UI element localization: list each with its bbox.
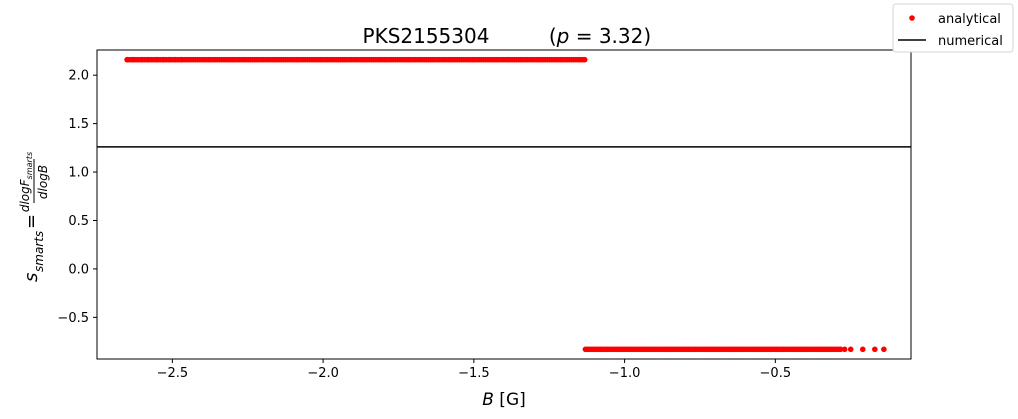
legend-label-numerical: numerical [938, 34, 1003, 49]
analytical-point [847, 346, 854, 353]
y-tick-label: 0.0 [68, 262, 89, 277]
x-axis-ticks: −2.5 −2.0 −1.5 −1.0 −0.5 [157, 359, 792, 381]
y-tick-label: −0.5 [57, 311, 89, 326]
x-tick-label: −2.0 [307, 366, 339, 381]
y-tick-label: 2.0 [68, 69, 89, 84]
plot-area: −2.5 −2.0 −1.5 −1.0 −0.5 −0.5 0.0 0.5 1.0 1.5 2.0 [57, 49, 912, 381]
y-tick-label: 1.0 [68, 166, 89, 181]
title-name: PKS2155304 [363, 24, 490, 48]
svg-text:smarts: smarts [32, 231, 46, 272]
x-axis-label: B [G] [482, 390, 526, 410]
x-tick-label: −1.5 [458, 366, 490, 381]
analytical-point [581, 56, 588, 63]
title-parameter: (p = 3.32) [549, 24, 651, 48]
x-tick-label: −0.5 [760, 366, 792, 381]
y-tick-label: 0.5 [68, 214, 89, 229]
legend-label-analytical: analytical [938, 12, 1001, 27]
analytical-point [841, 346, 848, 353]
svg-text:s: s [21, 273, 42, 282]
x-tick-label: −1.0 [609, 366, 641, 381]
analytical-point [859, 346, 866, 353]
x-tick-label: −2.5 [157, 366, 189, 381]
legend-marker-analytical [909, 15, 915, 21]
analytical-point [872, 346, 878, 353]
legend: analytical numerical [892, 3, 1014, 53]
y-tick-label: 1.5 [68, 117, 89, 132]
series-analytical [124, 56, 887, 353]
svg-text:dlogB: dlogB [36, 165, 50, 199]
analytical-point [837, 346, 844, 353]
svg-text:=: = [21, 214, 42, 229]
axes-frame [96, 49, 912, 360]
analytical-point [881, 346, 887, 353]
y-axis-ticks: −0.5 0.0 0.5 1.0 1.5 2.0 [57, 69, 97, 326]
chart-title: PKS2155304 (p = 3.32) [363, 24, 652, 48]
